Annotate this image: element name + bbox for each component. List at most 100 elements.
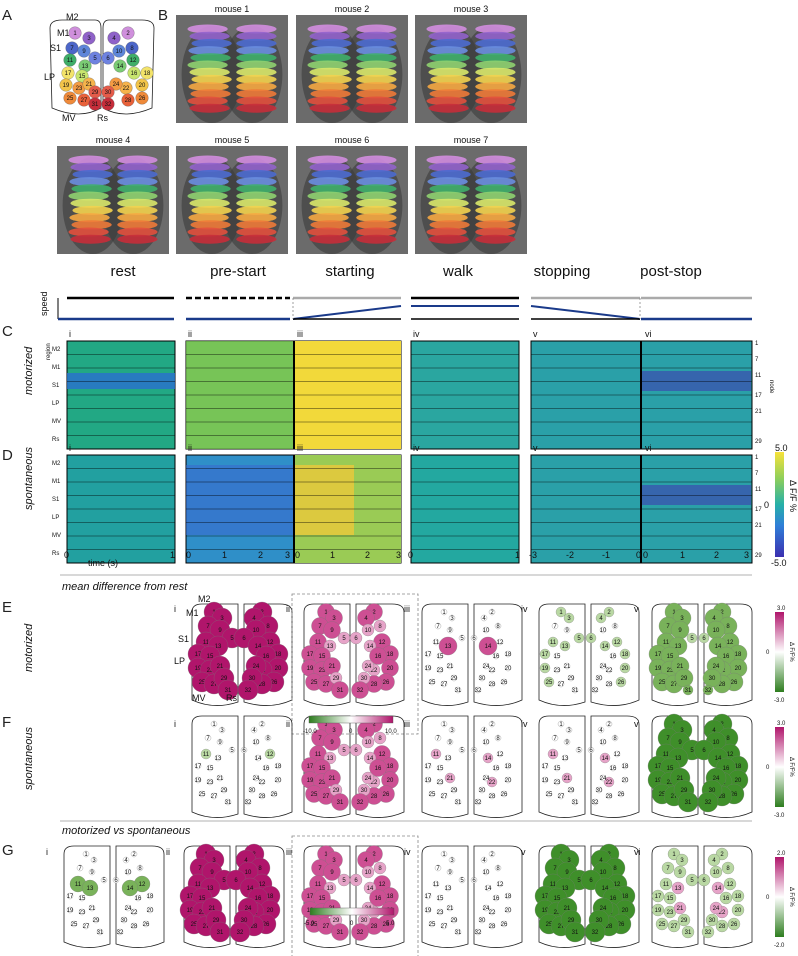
- heatmap-roman: iv: [413, 443, 420, 453]
- brain-node: [611, 636, 623, 648]
- brain-node-label: 5: [577, 748, 581, 754]
- roman-g: vi: [634, 847, 641, 857]
- brain-node-label: 20: [622, 778, 629, 784]
- heatmap-cbar-max: 5.0: [775, 443, 788, 453]
- brain-node-label: 32: [245, 800, 252, 806]
- svg-text:Δ F/F%: Δ F/F%: [788, 642, 794, 662]
- brain-node: [621, 762, 629, 770]
- brain-node-label: 6: [242, 748, 246, 754]
- brain-node: [651, 889, 665, 903]
- brain-node: [539, 648, 551, 660]
- heatmap-node-label: 17: [755, 393, 762, 399]
- brain-node: [436, 666, 444, 674]
- svg-text:-3.0: -3.0: [774, 698, 785, 704]
- brain-node: [697, 791, 719, 813]
- brain-node-label: 18: [505, 764, 512, 770]
- phase-header: rest: [110, 263, 136, 280]
- brain-node-label: 32: [357, 930, 364, 936]
- row-label-f: spontaneous: [23, 727, 35, 790]
- brain-node-label: 28: [489, 794, 496, 800]
- roman-e: i: [174, 604, 176, 614]
- brain-node-label: 31: [572, 930, 579, 936]
- svg-text:0: 0: [636, 550, 641, 560]
- brain-node-label: 21: [677, 664, 684, 670]
- brain-node: [220, 786, 228, 794]
- brain-node-label: 22: [489, 910, 496, 916]
- atlas-node: [101, 51, 115, 65]
- heatmap-node-label: 1: [755, 455, 759, 461]
- brain-node: [482, 774, 490, 782]
- brain-node-label: 5: [342, 878, 346, 884]
- brain-node: [369, 759, 387, 777]
- brain-node-label: 4: [599, 858, 603, 864]
- brain-node-label: 25: [311, 680, 318, 686]
- brain-node: [545, 790, 553, 798]
- brain-node: [482, 752, 494, 764]
- brain-node-label: 5: [690, 636, 694, 642]
- brain-node: [591, 798, 599, 806]
- brain-node-label: 18: [735, 652, 742, 658]
- inset-cbar-e: [308, 715, 394, 724]
- brain-node-label: 15: [554, 896, 561, 902]
- brain-node-label: 13: [327, 886, 334, 892]
- brain-node: [719, 891, 733, 905]
- brain-node-label: 29: [333, 918, 340, 924]
- brain-node-label: 32: [475, 688, 482, 694]
- node-axis-label-c: node: [768, 380, 774, 394]
- brain-node-label: 19: [67, 908, 74, 914]
- brain-node-label: 31: [572, 800, 579, 806]
- brain-node: [701, 925, 715, 939]
- brain-node-label: 12: [259, 882, 266, 888]
- brain-node: [492, 894, 500, 902]
- brain-node: [454, 686, 462, 694]
- brain-node-label: 23: [207, 780, 214, 786]
- brain-node-label: 28: [251, 924, 258, 930]
- brain-node: [557, 720, 565, 728]
- atlas-node-label: 6: [106, 56, 110, 62]
- brain-node: [432, 638, 440, 646]
- svg-text:3.0: 3.0: [777, 721, 786, 727]
- brain-node-label: 32: [245, 688, 252, 694]
- brain-node-label: 5: [690, 748, 694, 754]
- brain-node-label: 21: [329, 776, 336, 782]
- brain-node-label: 5: [230, 748, 234, 754]
- atlas-label-m1: M1: [57, 28, 70, 38]
- brain-node-label: 30: [479, 676, 486, 682]
- heatmap-node-label: 7: [755, 471, 759, 477]
- brain-node-label: 30: [596, 918, 603, 924]
- brain-node: [492, 764, 500, 772]
- atlas-node: [59, 78, 73, 92]
- svg-text:3: 3: [285, 550, 290, 560]
- brain-map: 1379511131715192321252729312481061214181…: [534, 843, 640, 948]
- brain-node-label: 12: [497, 882, 504, 888]
- brain-node-label: 12: [379, 752, 386, 758]
- brain-node-label: 27: [203, 924, 210, 930]
- atlas-node-label: 13: [82, 64, 89, 70]
- header-mot-vs-spont: motorized vs spontaneous: [62, 825, 191, 837]
- brain-node-label: 32: [705, 930, 712, 936]
- brain-node: [500, 678, 508, 686]
- brain-node: [723, 877, 737, 891]
- heatmap-roman: vi: [645, 443, 652, 453]
- atlas-node: [88, 51, 102, 65]
- heatmap-roman: v: [533, 329, 538, 339]
- brain-node: [488, 680, 496, 688]
- brain-node: [237, 679, 259, 701]
- brain-node: [677, 913, 691, 927]
- brain-node-label: 20: [735, 778, 742, 784]
- brain-node-label: 26: [383, 792, 390, 798]
- brain-node-label: 26: [618, 792, 625, 798]
- brain-node-label: 23: [437, 668, 444, 674]
- atlas-node-label: 8: [130, 46, 134, 52]
- brain-node-label: 26: [501, 680, 508, 686]
- brain-node-label: 29: [221, 788, 228, 794]
- brain-node-label: 32: [475, 930, 482, 936]
- brain-node-label: 7: [318, 624, 322, 630]
- brain-node: [444, 754, 452, 762]
- brain-node-label: 18: [622, 894, 629, 900]
- atlas-node-label: 16: [131, 71, 138, 77]
- atlas-label-mv: MV: [62, 113, 76, 123]
- brain-node: [697, 873, 711, 887]
- brain-node-label: 14: [367, 644, 374, 650]
- brain-node-label: 29: [681, 788, 688, 794]
